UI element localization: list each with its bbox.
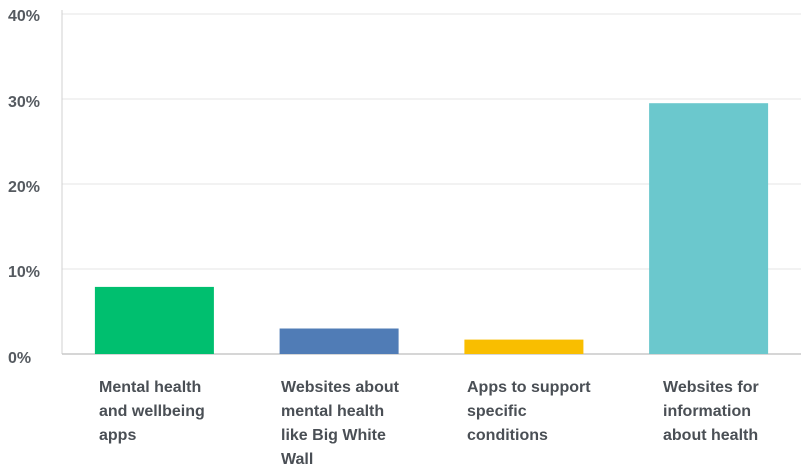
y-tick-label-30: 30%: [8, 94, 41, 111]
x-category-label-health-info-websites: Websites for information about health: [663, 379, 759, 444]
bar-2: [279, 328, 399, 354]
x-category-label-condition-apps: Apps to support specific conditions: [467, 379, 591, 444]
y-tick-label-10: 10%: [8, 264, 41, 281]
bar-4: [649, 103, 769, 354]
y-tick-label-0: 0%: [8, 350, 32, 367]
y-tick-label-40: 40%: [8, 8, 41, 25]
bar-3: [464, 339, 584, 354]
bars: [94, 103, 769, 354]
bar-1: [94, 286, 214, 354]
x-category-label-mental-health-websites: Websites about mental health like Big Wh…: [281, 379, 399, 468]
x-category-label-mental-health-apps: Mental health and wellbeing apps: [99, 379, 205, 444]
y-tick-label-20: 20%: [8, 179, 41, 196]
